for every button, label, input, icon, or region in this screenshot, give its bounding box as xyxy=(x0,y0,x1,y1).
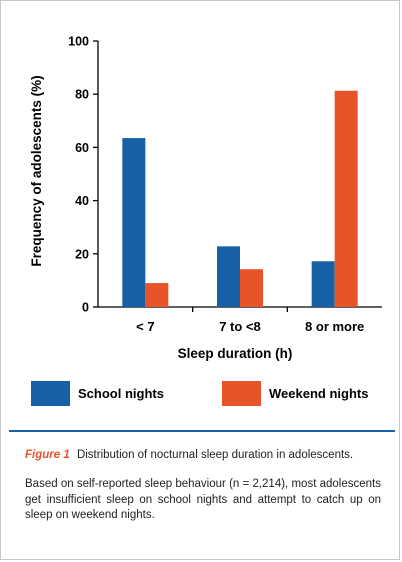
figure-description: Based on self-reported sleep behaviour (… xyxy=(25,478,381,521)
legend: School nights Weekend nights xyxy=(31,381,368,406)
y-tick-label: 0 xyxy=(82,301,89,315)
legend-label: Weekend nights xyxy=(269,386,368,401)
figure-number: Figure 1 xyxy=(25,449,70,461)
bar-school-nights xyxy=(311,261,335,307)
figure-title: Distribution of nocturnal sleep duration… xyxy=(76,449,354,461)
y-tick-label: 40 xyxy=(75,194,89,208)
bar-weekend-nights xyxy=(145,283,169,307)
x-axis-label: Sleep duration (h) xyxy=(178,346,293,361)
x-tick-label: 8 or more xyxy=(305,319,364,334)
y-tick-label: 60 xyxy=(75,141,89,155)
x-tick-label: 7 to <8 xyxy=(219,319,261,334)
bar-weekend-nights xyxy=(334,90,358,307)
y-tick-label: 80 xyxy=(75,88,89,102)
plot-area: 0 20 40 60 80 100 < 7 7 to <8 8 or more xyxy=(68,35,382,334)
legend-swatch xyxy=(31,381,70,406)
y-tick-label: 100 xyxy=(68,35,89,49)
bar-chart: Frequency of adolescents (%) Sleep durat… xyxy=(29,35,382,406)
y-tick-label: 20 xyxy=(75,247,89,261)
legend-label: School nights xyxy=(78,386,164,401)
x-tick-label: < 7 xyxy=(136,319,154,334)
legend-swatch xyxy=(222,381,261,406)
y-axis-label: Frequency of adolescents (%) xyxy=(29,75,44,266)
figure-caption: Figure 1 Distribution of nocturnal sleep… xyxy=(25,447,381,524)
bar-weekend-nights xyxy=(240,269,263,307)
bar-school-nights xyxy=(122,138,146,307)
bar-school-nights xyxy=(217,246,240,307)
caption-divider xyxy=(9,430,395,432)
